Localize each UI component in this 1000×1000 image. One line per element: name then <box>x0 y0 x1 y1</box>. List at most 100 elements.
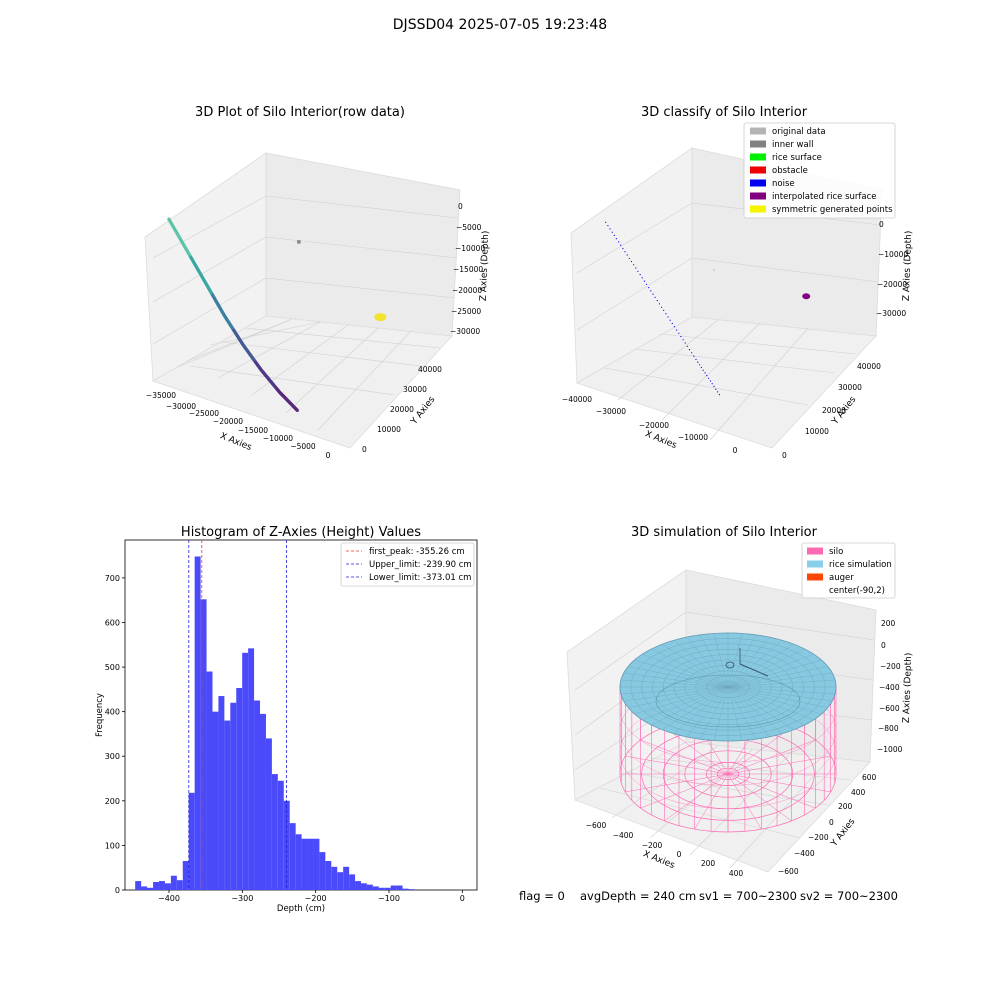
panel4-z-tick: 200 <box>881 619 896 628</box>
panel2-y-ticks: 0 10000 20000 30000 40000 <box>782 362 881 460</box>
rice-surface-spoke <box>727 686 794 730</box>
rice-surface-spoke <box>699 686 729 740</box>
panel1-y-tick: 40000 <box>418 365 442 374</box>
noise-point <box>648 287 650 289</box>
panel4-x-tick: 400 <box>729 869 744 878</box>
histogram-bar <box>277 780 284 890</box>
rice-surface-spoke <box>727 648 805 688</box>
noise-point <box>693 355 695 357</box>
panel2-title: 3D classify of Silo Interior <box>641 105 808 120</box>
panel4-x-tick: 200 <box>701 859 716 868</box>
panel1-points <box>167 217 387 412</box>
panel3-legend: first_peak: -355.26 cm Upper_limit: -239.… <box>340 542 475 587</box>
rice-surface-spoke <box>727 659 822 688</box>
status-sv2: sv2 = 700~2300 <box>800 889 898 903</box>
panel4-y-tick: 200 <box>838 802 853 811</box>
panel4-z-label: Z Axies (Depth) <box>902 653 914 724</box>
panel1-z-label: Z Axies (Depth) <box>479 231 491 302</box>
panel2-floor-pane <box>576 316 877 449</box>
panel2-x-tick: −20000 <box>639 421 669 430</box>
legend-swatch <box>750 127 766 135</box>
noise-point <box>713 385 715 387</box>
panel2-legend: original data inner wall rice surface obsta… <box>743 122 896 219</box>
legend-swatch <box>750 179 766 187</box>
panel2-points <box>605 221 811 396</box>
histogram-bar <box>366 884 373 890</box>
rice-surface-spoke <box>727 686 814 721</box>
panel4-x-tick: 0 <box>677 850 682 859</box>
histogram-bar <box>360 883 367 890</box>
panel1-z-tick: −5000 <box>456 223 482 232</box>
rice-surface-spoke <box>662 644 729 688</box>
histogram-bar <box>337 872 344 890</box>
silo-floor-spoke <box>727 773 792 822</box>
noise-point <box>635 267 637 269</box>
panel1-z-tick: −15000 <box>453 265 483 274</box>
rice-surface-spoke <box>642 653 729 688</box>
x-tick-label: −300 <box>231 894 253 903</box>
panel4-y-tick: −600 <box>778 867 799 876</box>
legend-swatch <box>750 166 766 174</box>
raw-data-point <box>295 408 299 412</box>
panel1-y-tick: 0 <box>362 445 367 454</box>
histogram-bar <box>170 875 177 890</box>
noise-point <box>718 394 721 396</box>
panel2-z-ticks: 0 −10000 −20000 −30000 <box>876 220 908 318</box>
panel-silo-simulation: 3D simulation of Silo Interior −600−400−… <box>566 525 914 878</box>
noise-point <box>684 342 686 344</box>
histogram-bar <box>396 885 403 890</box>
rice-surface-spoke <box>713 686 729 741</box>
panel1-z-tick: 0 <box>458 202 463 211</box>
rice-surface-dip <box>655 674 801 728</box>
noise-point <box>680 335 682 338</box>
panel2-y-tick: 0 <box>782 451 787 460</box>
y-tick-label: 700 <box>105 574 120 583</box>
noise-point <box>620 244 622 246</box>
panel1-x-tick: −15000 <box>238 426 268 435</box>
legend-label: rice simulation <box>829 560 892 570</box>
noise-point <box>622 247 624 250</box>
noise-point <box>650 290 652 292</box>
y-tick-label: 300 <box>105 752 120 761</box>
panel2-x-label: X Axies <box>643 429 678 451</box>
histogram-bar <box>301 838 308 890</box>
histogram-bar <box>153 881 160 890</box>
rice-surface-spoke <box>727 644 794 688</box>
rice-surface-spoke <box>727 666 828 688</box>
noise-point <box>633 264 635 266</box>
noise-point <box>711 383 713 385</box>
panel4-title: 3D simulation of Silo Interior <box>631 525 818 540</box>
status-sv1: sv1 = 700~2300 <box>699 889 797 903</box>
panel1-x-ticks: −35000 −30000−25000−20000−15000−10000−500… <box>146 391 331 460</box>
x-tick-label: −400 <box>158 894 180 903</box>
x-tick-label: −100 <box>378 894 400 903</box>
histogram-bar <box>408 889 415 890</box>
panel4-z-tick: −600 <box>879 704 900 713</box>
panel1-title: 3D Plot of Silo Interior(row data) <box>195 105 405 120</box>
noise-point <box>615 238 618 240</box>
histogram-bar <box>212 711 219 890</box>
panel1-z-ticks: 0 −5000 −10000 −15000 −20000 −25000 −30000 <box>450 202 485 336</box>
rice-surface-spoke <box>727 686 770 738</box>
silo-floor-spoke <box>664 773 729 822</box>
y-tick-label: 0 <box>115 886 120 895</box>
panel4-y-tick: 400 <box>851 788 866 797</box>
noise-point <box>665 313 667 315</box>
noise-point <box>652 293 654 295</box>
panel3-y-ticks: 0 100 200 300 400 500 600 700 <box>105 574 125 895</box>
legend-label: symmetric generated points <box>772 205 893 215</box>
silo-floor-spoke <box>625 755 729 775</box>
noise-point <box>682 339 684 341</box>
panel3-x-ticks: −400 −300 −200 −100 0 <box>158 890 465 903</box>
legend-label: auger <box>829 573 854 583</box>
legend-swatch <box>807 547 823 555</box>
panel-raw-3d: 3D Plot of Silo Interior(row data) −3500… <box>144 105 491 460</box>
histogram-bar <box>402 888 409 890</box>
panel4-floor-pane <box>574 741 871 873</box>
noise-point <box>618 241 620 243</box>
y-tick-label: 400 <box>105 708 120 717</box>
noise-point <box>611 231 613 233</box>
noise-point <box>671 322 673 325</box>
panel-histogram: Histogram of Z-Axies (Height) Values −40… <box>95 525 478 914</box>
histogram-bar <box>248 648 255 890</box>
